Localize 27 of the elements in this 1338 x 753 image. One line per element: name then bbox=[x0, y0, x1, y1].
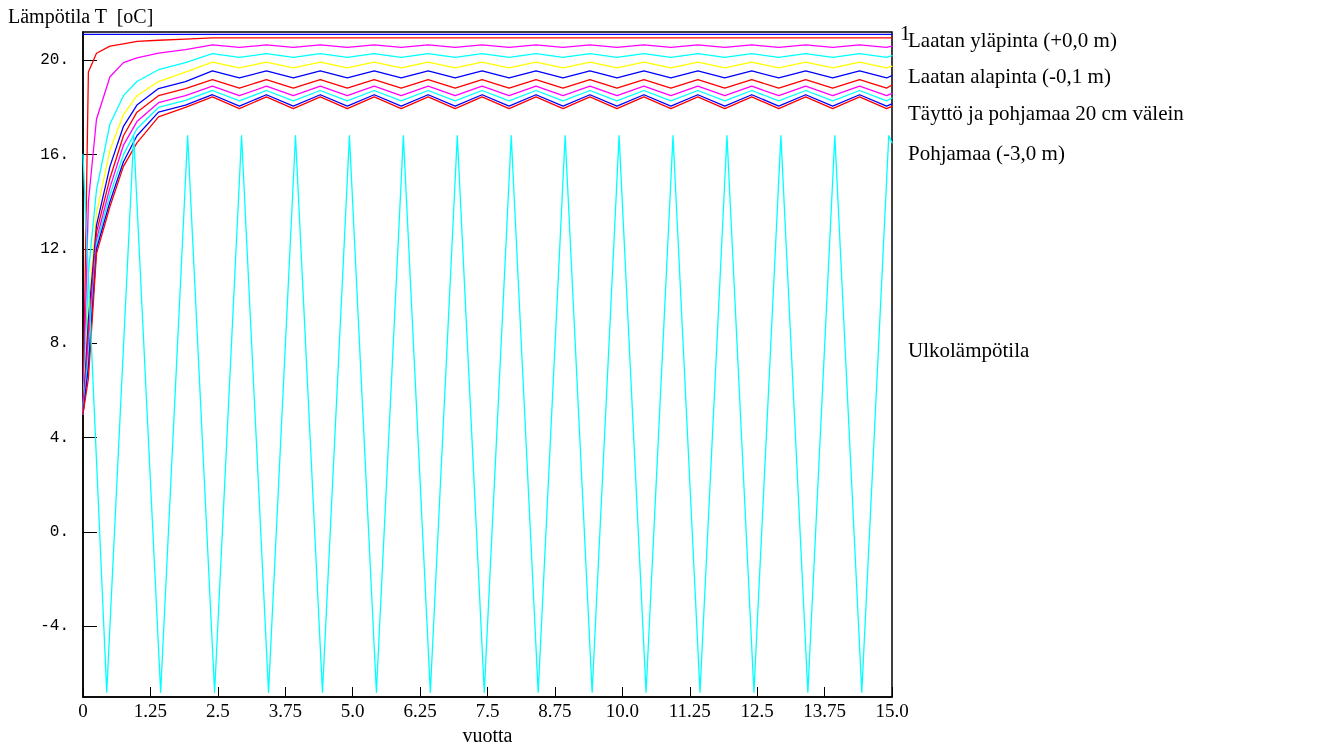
x-tick-label: 2.5 bbox=[205, 700, 230, 721]
x-tick-label: 11.25 bbox=[668, 700, 711, 721]
text: Pohjamaa (-3,0 m) bbox=[908, 141, 1065, 165]
y-tick-label: 4. bbox=[49, 428, 69, 447]
text: Laatan yläpinta (+0,0 m) bbox=[908, 28, 1117, 52]
x-axis-title: vuotta bbox=[462, 723, 513, 746]
x-tick-label: 1.25 bbox=[133, 700, 168, 721]
text: Ulkolämpötila bbox=[908, 338, 1030, 362]
y-tick-label: 0. bbox=[49, 522, 69, 541]
x-tick-label: 7.5 bbox=[475, 700, 500, 721]
y-tick-label: -4. bbox=[40, 617, 69, 636]
x-tick-label: 0 bbox=[78, 700, 88, 721]
y-tick-label: 16. bbox=[40, 145, 69, 164]
x-tick-label: 15.0 bbox=[875, 700, 909, 721]
text: Laatan alapinta (-0,1 m) bbox=[908, 64, 1111, 88]
x-tick-label: 13.75 bbox=[803, 700, 846, 721]
x-tick-label: 12.5 bbox=[740, 700, 774, 721]
text: Täyttö ja pohjamaa 20 cm välein bbox=[908, 101, 1185, 125]
x-tick-label: 5.0 bbox=[340, 700, 365, 721]
y-tick-label: 12. bbox=[40, 239, 69, 258]
y-tick-label: 8. bbox=[49, 334, 69, 353]
y-axis-title: Lämpötila T [oC] bbox=[8, 5, 154, 28]
x-tick-label: 6.25 bbox=[403, 700, 437, 721]
x-tick-label: 8.75 bbox=[538, 700, 572, 721]
x-tick-label: 3.75 bbox=[268, 700, 302, 721]
x-tick-label: 10.0 bbox=[605, 700, 639, 721]
y-tick-label: 20. bbox=[40, 51, 69, 70]
